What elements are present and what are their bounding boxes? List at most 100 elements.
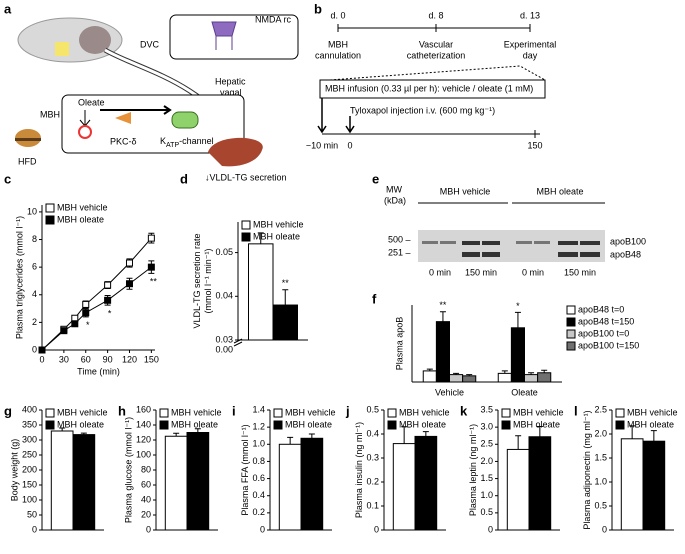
y-tick-label: 0.2: [252, 507, 265, 517]
legend-swatch: [45, 420, 55, 430]
burger-patty: [15, 138, 41, 141]
bar: [72, 434, 96, 531]
pkc-icon: [115, 112, 131, 124]
legend-label: MBH vehicle: [57, 407, 108, 417]
marker: [125, 280, 133, 288]
day-label: d. 0: [330, 10, 345, 20]
time-label: 150: [527, 140, 542, 150]
y-tick-label: 100: [136, 449, 151, 459]
error-bar: [629, 425, 636, 439]
legend-label: MBH vehicle: [513, 407, 564, 417]
hypothalamus: [55, 42, 69, 56]
y-tick-label: 2.5: [480, 439, 493, 449]
bar: [422, 370, 437, 383]
marker: [82, 309, 90, 317]
y-tick-label: 0.4: [252, 490, 265, 500]
panel-label: h: [118, 403, 126, 418]
step-label: day: [523, 50, 538, 60]
axis-break: [233, 341, 243, 347]
receptor: [211, 21, 237, 50]
label: KATP-channel: [160, 136, 214, 148]
label: -channel: [179, 136, 214, 146]
legend-swatch: [387, 420, 397, 430]
legend-label: MBH oleate: [399, 419, 446, 429]
legend-swatch: [566, 329, 576, 339]
bar: [278, 443, 302, 531]
group-label: MBH vehicle: [440, 186, 491, 196]
x-tick-label: 150: [144, 354, 159, 364]
infusion-box: [319, 79, 546, 99]
legend-swatch: [615, 408, 625, 418]
y-axis-label: Plasma triglycerides (mmol l⁻¹): [14, 216, 24, 339]
y-tick-label: 0: [488, 524, 493, 534]
y-tick-label: 0.6: [252, 473, 265, 483]
annotation: **: [439, 300, 447, 310]
x-tick-label: Vehicle: [435, 387, 464, 397]
legend-swatch: [45, 408, 55, 418]
panel-a: a NMDA rc DVC Hepatic vagal nerve Oleate…: [4, 1, 299, 182]
y-tick-label: 40: [141, 494, 151, 504]
step-label: Vascular: [419, 39, 453, 49]
error-bar: [401, 426, 408, 444]
marker: [147, 263, 155, 271]
panel-e: e MW (kDa) 500 – 251 – MBH vehicle MBH o…: [372, 171, 646, 277]
legend-label: MBH oleate: [57, 214, 104, 224]
marker: [82, 300, 90, 308]
dvc-box: [169, 14, 299, 60]
y-tick-label: 0.8: [252, 456, 265, 466]
error-bar: [257, 232, 264, 244]
bar: [524, 374, 539, 383]
time-label: 150 min: [564, 267, 596, 277]
y-tick-label: 8: [32, 234, 37, 244]
y-axis-label: Plasma glucose (mmol l⁻¹): [123, 417, 133, 523]
time-label: 0: [347, 140, 352, 150]
bar: [528, 436, 552, 531]
marker-label: 500 –: [388, 234, 411, 244]
panel-label: e: [372, 171, 379, 186]
bar: [435, 321, 450, 383]
legend-label: MBH vehicle: [285, 407, 336, 417]
panel-label: c: [4, 171, 11, 186]
y-tick-label: 0: [602, 524, 607, 534]
panel-label: f: [372, 291, 377, 306]
y-tick-label: 400: [22, 404, 37, 414]
x-tick-label: 30: [59, 354, 69, 364]
y-tick-label: 50: [27, 509, 37, 519]
label: (kDa): [384, 195, 406, 205]
y-tick-label: 250: [22, 449, 37, 459]
label: NMDA rc: [255, 14, 292, 24]
y-tick-label: 0.4: [366, 428, 379, 438]
x-tick-label: 0: [39, 354, 44, 364]
y-axis-label: Plasma leptin (ng ml⁻¹): [468, 424, 478, 516]
y-tick-label: 0: [146, 524, 151, 534]
annotation: *: [516, 301, 520, 311]
y-tick-label: 350: [22, 419, 37, 429]
time-label: −10 min: [306, 140, 338, 150]
legend-label: apoB48 t=0: [578, 304, 624, 314]
bar: [392, 443, 416, 531]
bar: [537, 372, 552, 383]
legend-swatch: [159, 420, 169, 430]
bar: [186, 432, 210, 531]
marker: [147, 234, 155, 242]
bar: [449, 374, 464, 383]
legend-swatch: [241, 220, 251, 230]
label: ATP: [166, 142, 179, 149]
marker: [71, 320, 79, 328]
panel-label: a: [4, 1, 12, 16]
step-label: Experimental: [504, 39, 557, 49]
legend-swatch: [566, 317, 576, 327]
y-axis-label: Plasma adiponectin (mg ml⁻¹): [582, 410, 592, 529]
bar: [414, 435, 438, 531]
annotation: *: [86, 320, 90, 330]
y-tick-label: 0.05: [215, 247, 233, 257]
y-tick-label: 0.03: [215, 334, 233, 344]
legend-label: MBH vehicle: [57, 202, 108, 212]
y-tick-label: 0: [374, 524, 379, 534]
legend-label: MBH vehicle: [627, 407, 678, 417]
y-tick-label: 1.0: [594, 476, 607, 486]
panel-label: k: [460, 403, 468, 418]
marker-label: 251 –: [388, 247, 411, 257]
y-tick-label: 1.0: [480, 490, 493, 500]
